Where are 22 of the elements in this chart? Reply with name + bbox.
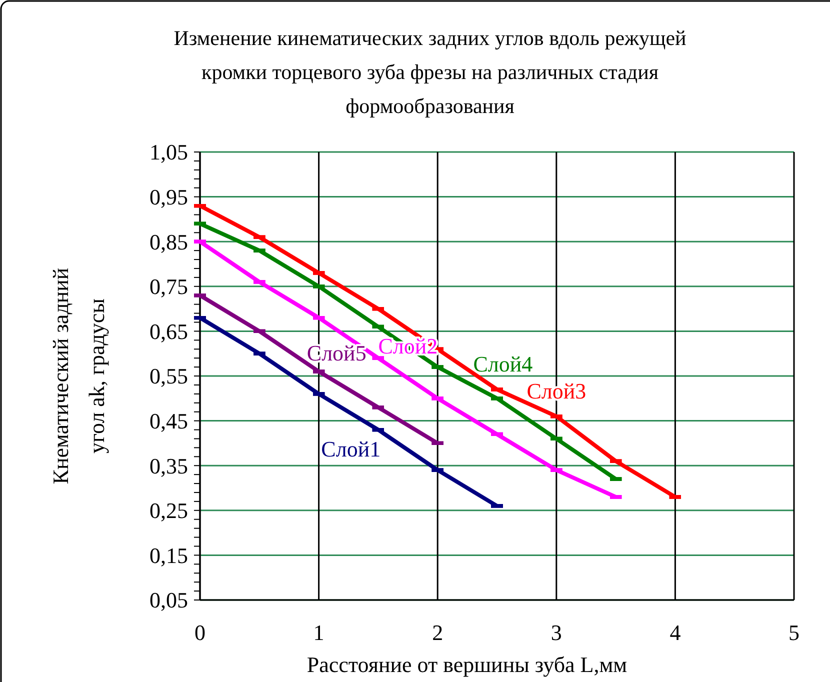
- y-tick-label: 0,85: [150, 229, 188, 254]
- x-axis-title: Расстояние от вершины зуба L,мм: [306, 652, 628, 677]
- y-tick-label: 0,75: [150, 274, 188, 300]
- x-tick-label: 3: [550, 620, 562, 645]
- x-tick-label: 4: [670, 620, 681, 645]
- y-tick-label: 0,05: [150, 588, 188, 613]
- series-label: Слой4: [473, 352, 533, 377]
- x-tick-label: 1: [313, 620, 324, 645]
- x-tick-label: 5: [788, 620, 800, 645]
- x-tick-label: 2: [432, 620, 444, 645]
- y-tick-label: 0,35: [150, 453, 188, 478]
- y-tick-label: 0,65: [150, 318, 188, 344]
- y-tick-label: 0,45: [150, 408, 188, 434]
- x-tick-label: 0: [194, 620, 206, 645]
- y-tick-label: 0,55: [150, 364, 188, 389]
- y-tick-label: 0,95: [150, 184, 188, 210]
- series-label: Слой1: [321, 436, 381, 462]
- y-tick-label: 0,25: [150, 498, 188, 524]
- y-tick-label: 0,15: [150, 542, 188, 568]
- y-tick-label: 1,05: [150, 140, 188, 165]
- chart-title: Изменение кинематических задних углов вдоль режущей кромки торцевого зуба фрезы на различных стадия формообразования: [174, 26, 686, 118]
- y-axis-title: Кнематический задний угол ak, градусы: [48, 268, 109, 484]
